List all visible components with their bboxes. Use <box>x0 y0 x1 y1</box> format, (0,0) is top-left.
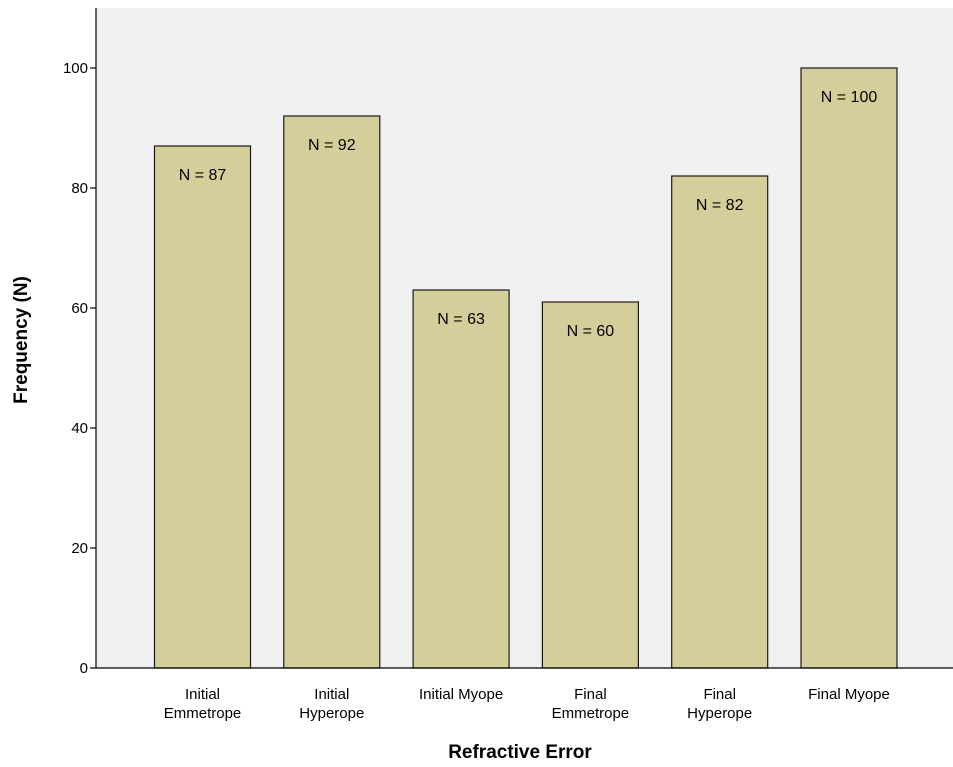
y-tick-label: 0 <box>80 660 88 677</box>
bars-group <box>153 67 898 669</box>
bar-data-label: N = 63 <box>437 311 485 328</box>
y-tick-label: 80 <box>71 180 88 197</box>
x-labels-group: Initial Emmetrope Initial Hyperope Initial M… <box>164 686 890 722</box>
bar <box>800 67 898 669</box>
bar <box>671 175 769 669</box>
x-axis-title: Refractive Error <box>448 742 592 763</box>
bar <box>283 115 381 669</box>
bar-data-label: N = 82 <box>696 197 744 214</box>
y-ticks-group: 0 20 40 60 80 100 <box>63 60 96 677</box>
bar <box>541 301 640 669</box>
x-tick-label: Initial Hyperope <box>299 686 364 722</box>
bar <box>412 289 510 669</box>
y-tick-label: 40 <box>71 420 88 437</box>
y-tick-label: 100 <box>63 60 88 77</box>
x-tick-label: Initial Myope <box>419 686 503 703</box>
y-axis-title: Frequency (N) <box>11 276 32 404</box>
bar-labels-group: N = 87 N = 92 N = 63 N = 60 N = 82 N = 100 <box>179 89 878 340</box>
x-tick-label: Final Hyperope <box>687 686 752 722</box>
bar-data-label: N = 100 <box>821 89 878 106</box>
bar-data-label: N = 87 <box>179 167 227 184</box>
bar-data-label: N = 60 <box>567 323 615 340</box>
y-tick-label: 20 <box>71 540 88 557</box>
x-tick-label: Final Emmetrope <box>552 686 630 722</box>
bar <box>153 145 252 669</box>
y-tick-label: 60 <box>71 300 88 317</box>
x-tick-label: Initial Emmetrope <box>164 686 242 722</box>
x-tick-label: Final Myope <box>808 686 890 703</box>
bar-data-label: N = 92 <box>308 137 356 154</box>
